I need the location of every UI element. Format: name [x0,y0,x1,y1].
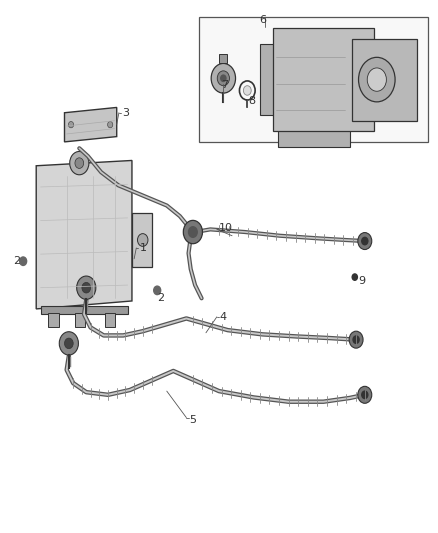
Circle shape [82,282,91,293]
Circle shape [367,68,386,91]
Circle shape [211,63,236,93]
Circle shape [68,122,74,128]
Text: 6: 6 [259,15,266,25]
Circle shape [358,232,372,249]
Circle shape [75,158,84,168]
Circle shape [217,71,230,86]
Circle shape [70,151,89,175]
Circle shape [358,386,372,403]
Text: 2: 2 [14,256,21,266]
Circle shape [352,274,357,280]
Bar [41,306,127,314]
Circle shape [359,58,395,102]
Circle shape [353,336,359,343]
Text: 8: 8 [249,96,256,106]
Circle shape [59,332,78,355]
Text: 2: 2 [157,293,164,303]
Bar [105,313,116,327]
Circle shape [108,122,113,128]
Circle shape [20,257,27,265]
Bar [353,38,417,120]
Circle shape [184,220,202,244]
Text: 7: 7 [221,80,228,90]
Bar [132,214,152,266]
Bar [219,54,227,63]
Polygon shape [36,160,132,309]
Text: 1: 1 [139,243,146,253]
Circle shape [221,75,226,82]
Circle shape [349,331,363,348]
Bar [48,313,59,327]
Circle shape [64,338,73,349]
Circle shape [362,391,368,399]
Circle shape [77,276,96,300]
Polygon shape [64,108,117,142]
Text: 9: 9 [358,276,365,286]
Bar [260,44,276,115]
Bar [74,313,85,327]
Circle shape [154,286,161,295]
Bar [273,28,374,131]
Text: 4: 4 [220,312,227,322]
Text: 5: 5 [189,415,196,425]
Text: 3: 3 [122,108,129,118]
Circle shape [244,86,251,95]
Circle shape [188,227,197,237]
Bar [278,128,350,147]
Circle shape [362,237,368,245]
Bar [199,17,428,142]
Text: 10: 10 [219,223,233,233]
Circle shape [138,233,148,246]
